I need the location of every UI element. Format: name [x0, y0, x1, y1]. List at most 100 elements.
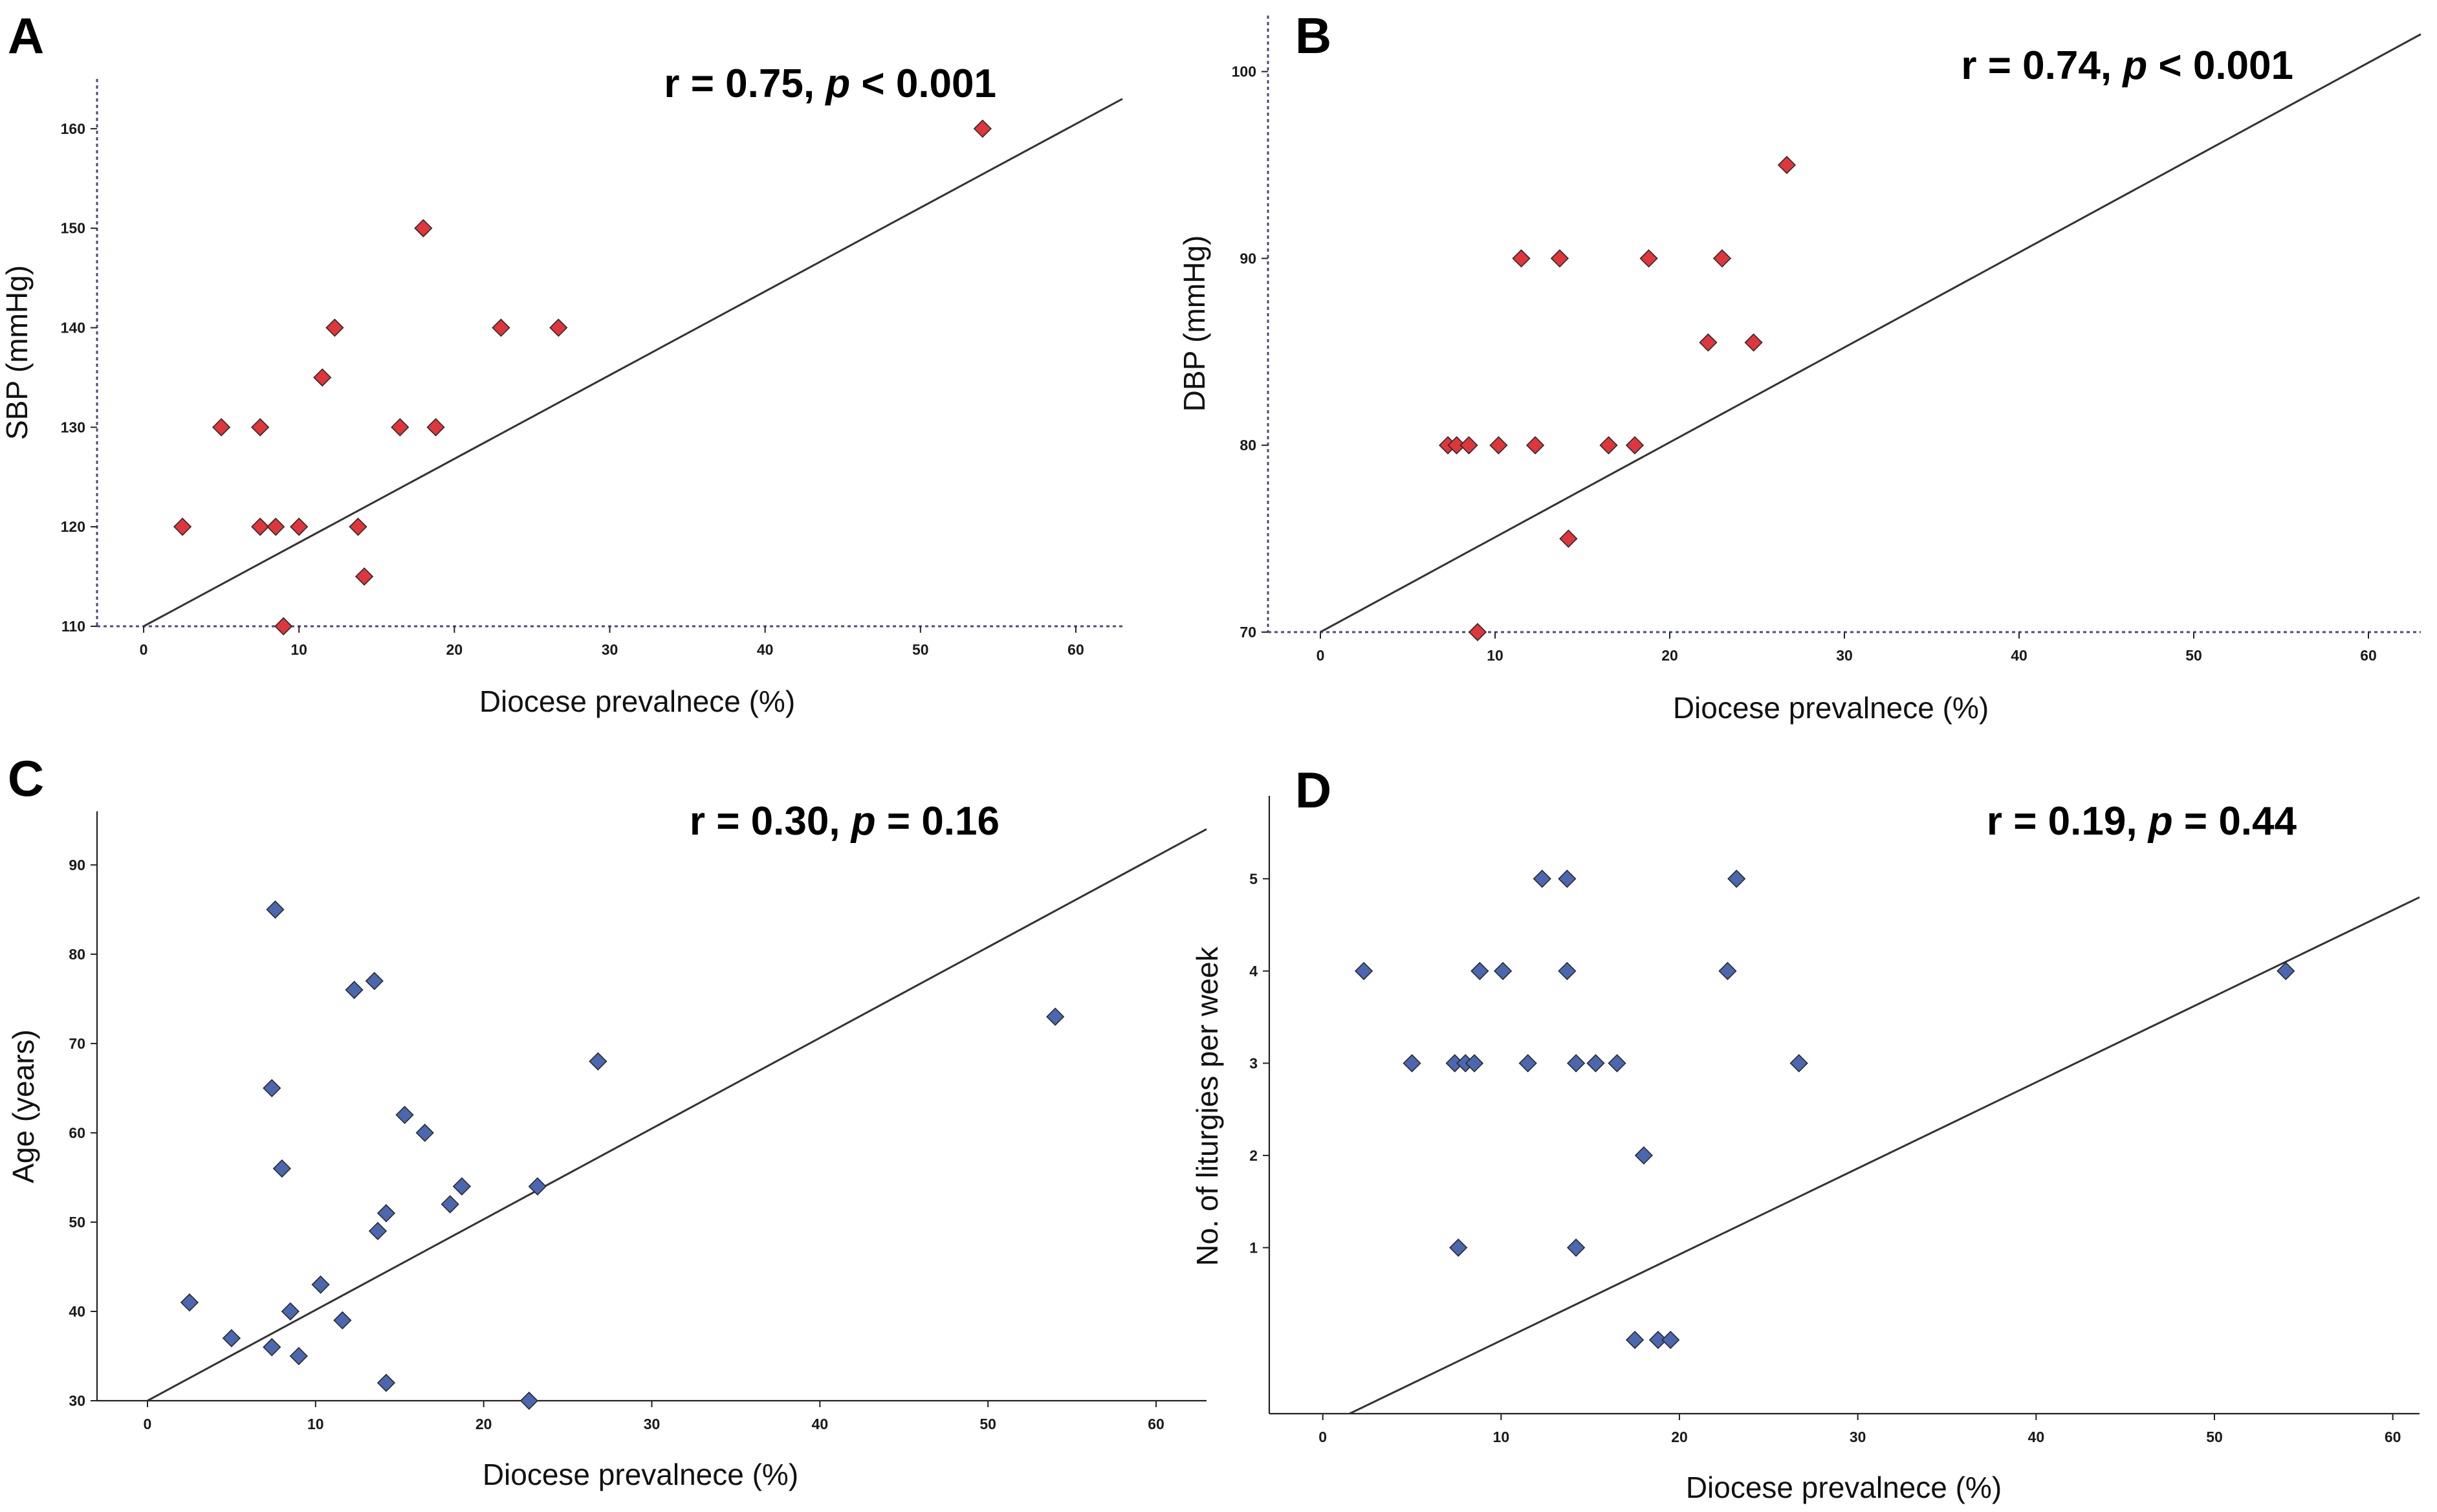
panel-d: 0 10 20 30 40 50 60 1 2 3 4 5 Dr = 0.19, p = 0.44 Dio… — [1190, 761, 2420, 1504]
data-point — [1470, 961, 1489, 980]
stat-p-symbol: p — [2121, 43, 2147, 88]
y-tick-label: 30 — [69, 1392, 85, 1409]
x-tick-label: 50 — [979, 1416, 996, 1432]
data-point — [1608, 1054, 1626, 1073]
panel-letter: B — [1295, 7, 1331, 64]
data-point — [1625, 436, 1645, 455]
data-point — [345, 980, 364, 1000]
data-point — [368, 1222, 388, 1240]
panel-a: 0 10 20 30 40 50 60 110 120 130 140 150 160 Ar = 0.75… — [0, 7, 1123, 718]
data-point — [1533, 870, 1551, 888]
data-point — [377, 1204, 396, 1223]
panel-c: 0 10 20 30 40 50 60 30 40 50 60 70 80 90 Cr = 0.30, p … — [6, 750, 1207, 1491]
data-point — [1625, 1330, 1645, 1350]
y-tick-label: 80 — [69, 946, 85, 963]
fit-line — [1349, 896, 2420, 1414]
stat-r: r = 0.30, — [690, 799, 851, 844]
data-point — [251, 418, 270, 437]
data-point — [349, 518, 367, 536]
data-point — [365, 972, 384, 991]
y-tick-label: 4 — [1249, 963, 1258, 980]
panel-b: 0 10 20 30 40 50 60 70 80 90 100 Br = 0.74, p < 0.0… — [1177, 7, 2421, 725]
data-point — [1567, 1238, 1586, 1257]
correlation-stat: r = 0.19, p = 0.44 — [1987, 799, 2297, 844]
data-point — [1550, 249, 1569, 268]
data-point — [1046, 1007, 1065, 1026]
data-point — [1468, 622, 1487, 642]
y-tick-label: 70 — [69, 1035, 85, 1052]
x-tick-label: 0 — [1318, 1429, 1327, 1445]
x-tick-label: 40 — [2011, 647, 2027, 664]
data-point — [414, 219, 433, 237]
data-point — [1639, 249, 1658, 268]
panel-letter: D — [1295, 761, 1331, 818]
data-point — [1789, 1054, 1808, 1073]
fit-line — [1320, 33, 2421, 632]
y-tick-label: 90 — [1240, 250, 1256, 267]
data-point — [1512, 249, 1531, 268]
correlation-stat: r = 0.74, p < 0.001 — [1961, 43, 2293, 88]
data-point — [1558, 870, 1577, 888]
panel-letter: C — [8, 750, 44, 807]
stat-p-value: < 0.001 — [850, 61, 996, 106]
data-point — [272, 1159, 291, 1178]
y-axis-label: DBP (mmHg) — [1177, 236, 1211, 412]
x-tick-label: 20 — [1671, 1429, 1688, 1445]
data-point — [267, 518, 285, 536]
data-point — [1661, 1330, 1680, 1350]
data-point — [1459, 436, 1478, 455]
y-tick-label: 50 — [69, 1214, 85, 1231]
correlation-stat: r = 0.75, p < 0.001 — [664, 61, 996, 106]
data-point — [274, 617, 293, 636]
data-point — [355, 567, 374, 586]
data-point — [212, 418, 231, 437]
y-tick-label: 60 — [69, 1124, 85, 1141]
data-point — [1599, 436, 1618, 455]
y-tick-label: 2 — [1249, 1147, 1258, 1164]
y-axis-label: Age (years) — [6, 1029, 40, 1183]
x-tick-label: 10 — [1487, 647, 1503, 664]
data-point — [1518, 1054, 1537, 1073]
x-tick-label: 30 — [602, 641, 618, 658]
y-tick-label: 40 — [69, 1303, 85, 1320]
data-point — [1489, 436, 1508, 455]
x-tick-label: 40 — [757, 641, 774, 658]
y-tick-label: 70 — [1240, 624, 1256, 641]
data-point — [415, 1123, 434, 1143]
data-point — [333, 1311, 352, 1330]
x-tick-label: 0 — [140, 641, 148, 658]
data-point — [1558, 961, 1577, 980]
data-point — [251, 518, 270, 536]
x-tick-label: 30 — [644, 1416, 661, 1432]
data-point — [325, 318, 344, 337]
y-axis-label: SBP (mmHg) — [0, 265, 34, 440]
data-point — [2277, 961, 2295, 980]
x-tick-label: 50 — [2185, 647, 2202, 664]
data-point — [1559, 529, 1578, 548]
x-tick-label: 10 — [307, 1416, 324, 1432]
x-tick-label: 40 — [812, 1416, 829, 1432]
data-point — [377, 1374, 396, 1392]
y-tick-label: 80 — [1240, 437, 1256, 454]
data-point — [1718, 961, 1737, 980]
data-point — [1493, 961, 1513, 980]
stat-p-value: = 0.44 — [2173, 799, 2297, 844]
data-point — [519, 1391, 538, 1410]
y-tick-label: 150 — [61, 220, 85, 237]
y-tick-label: 5 — [1249, 870, 1258, 887]
y-tick-label: 140 — [61, 320, 85, 336]
data-point — [1447, 436, 1466, 455]
x-tick-label: 60 — [1067, 641, 1084, 658]
x-tick-label: 60 — [2360, 647, 2377, 664]
data-point — [263, 1338, 281, 1357]
data-point — [1525, 436, 1545, 455]
data-point — [313, 368, 332, 387]
stat-p-symbol: p — [850, 799, 876, 844]
data-point — [492, 318, 510, 337]
stat-p-symbol: p — [824, 61, 850, 106]
y-tick-label: 3 — [1249, 1055, 1258, 1071]
data-point — [1777, 155, 1797, 175]
data-point — [266, 900, 285, 919]
y-tick-label: 160 — [61, 120, 85, 137]
